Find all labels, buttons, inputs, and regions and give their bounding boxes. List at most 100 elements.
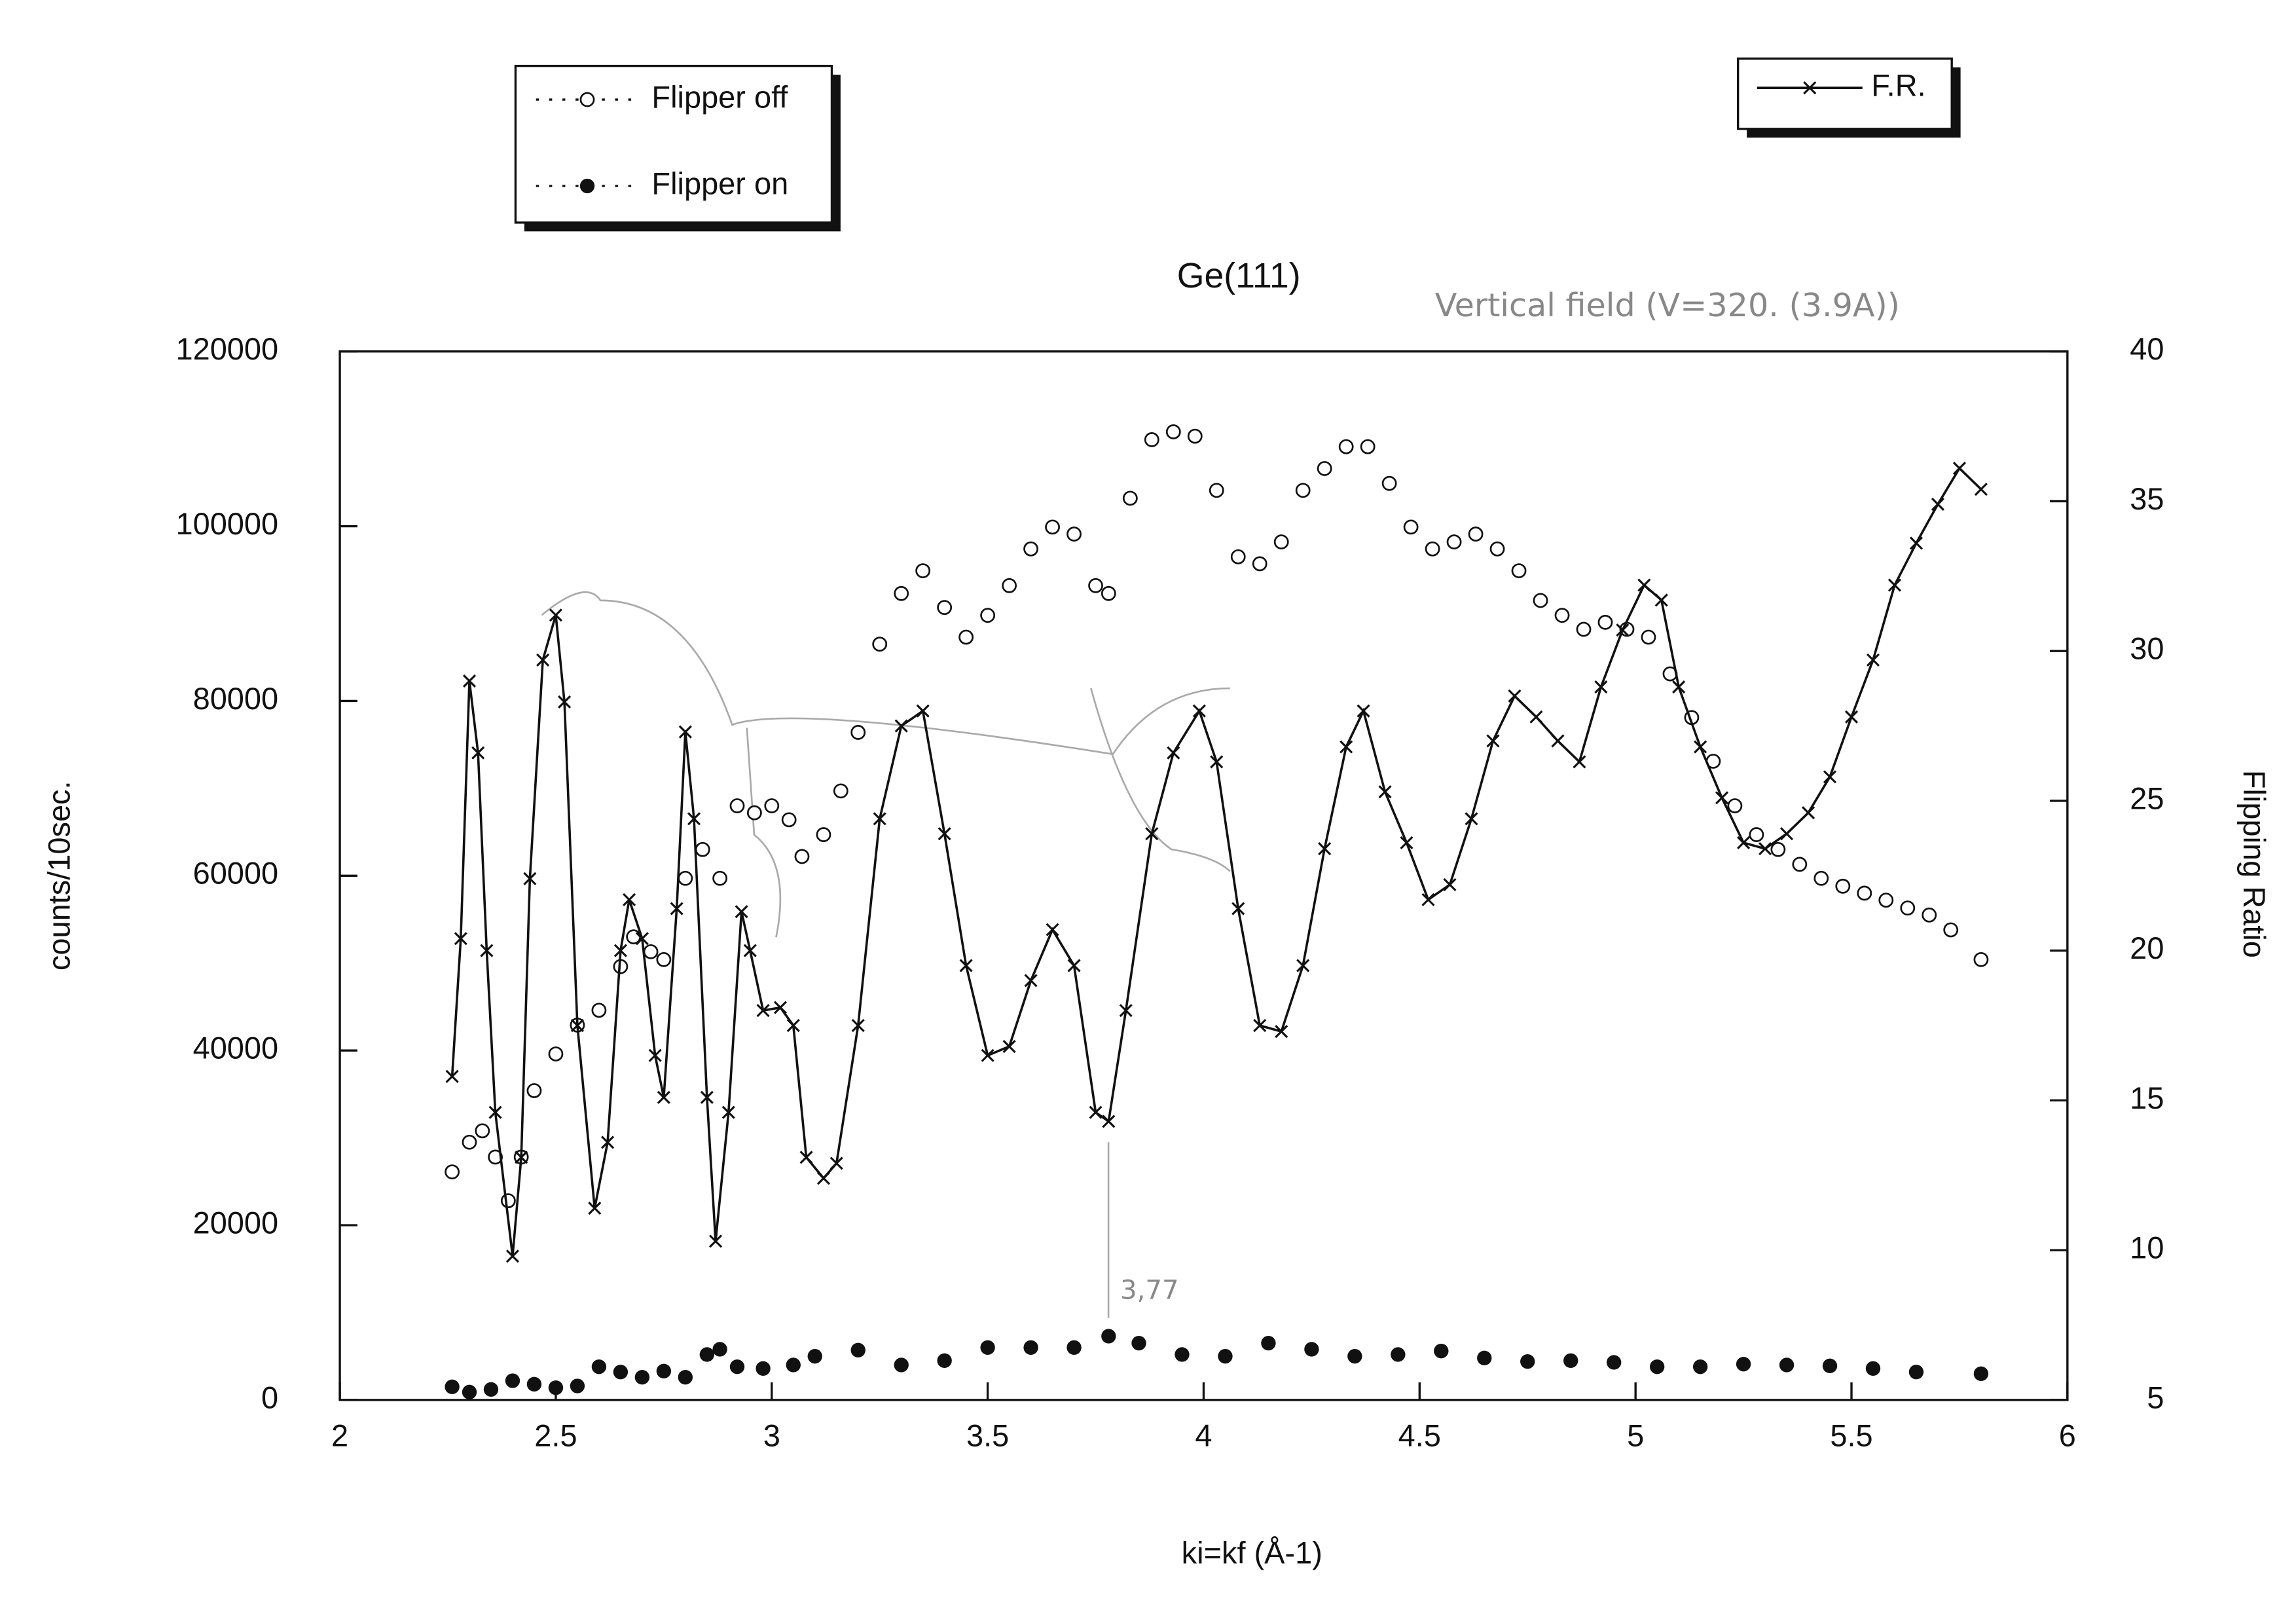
data-point	[1145, 827, 1159, 841]
data-point	[613, 944, 627, 957]
data-point	[1508, 689, 1522, 703]
data-point	[807, 1348, 822, 1364]
data-point	[1252, 556, 1267, 572]
data-point	[1973, 951, 1989, 967]
data-point	[850, 725, 866, 740]
data-point	[656, 1363, 672, 1379]
data-point	[1649, 1359, 1665, 1375]
data-point	[1736, 1356, 1751, 1372]
data-point	[1045, 519, 1060, 535]
data-point	[1253, 1018, 1267, 1033]
data-point	[1607, 1355, 1622, 1370]
data-point	[1261, 1335, 1276, 1351]
data-point	[454, 932, 467, 946]
data-point	[937, 600, 953, 616]
data-point	[873, 812, 886, 826]
data-point	[462, 1384, 477, 1400]
data-point	[1486, 734, 1500, 748]
data-point	[623, 893, 636, 906]
data-point	[786, 1357, 801, 1373]
data-point	[1597, 614, 1613, 630]
data-point	[483, 1382, 499, 1397]
data-point	[591, 1359, 607, 1375]
data-point	[1131, 1335, 1146, 1351]
data-point	[695, 841, 710, 857]
data-point	[729, 798, 745, 813]
data-point	[613, 1364, 629, 1380]
data-point	[1101, 1329, 1116, 1344]
data-point	[526, 1083, 542, 1098]
y2-axis-label: Flipping Ratio	[2237, 770, 2272, 958]
data-point	[1758, 842, 1772, 856]
data-point	[1446, 534, 1462, 549]
data-point	[1046, 923, 1059, 936]
data-point	[1304, 1342, 1319, 1357]
legend-label: F.R.	[1871, 68, 1925, 103]
x-tick-label: 4	[1195, 1418, 1212, 1452]
data-point	[833, 783, 848, 799]
data-point	[1974, 483, 1988, 496]
data-point	[1878, 893, 1894, 908]
data-point	[505, 1373, 520, 1388]
data-point	[558, 695, 572, 709]
data-point	[773, 1001, 788, 1014]
data-point	[721, 1105, 735, 1119]
y2-tick-label: 10	[2130, 1230, 2164, 1265]
legend-label: Flipper off	[651, 79, 788, 114]
data-point	[445, 1164, 460, 1180]
data-point	[1339, 740, 1353, 754]
data-point	[958, 629, 974, 645]
data-point	[894, 719, 908, 733]
data-point	[1295, 483, 1311, 498]
legend-label: Flipper on	[651, 166, 788, 200]
data-point	[678, 725, 692, 739]
data-point	[1943, 922, 1959, 938]
data-point	[1511, 563, 1527, 579]
data-point	[1101, 585, 1116, 601]
data-point	[570, 1378, 585, 1393]
data-point	[549, 608, 562, 622]
data-point	[488, 1105, 502, 1119]
data-point	[1520, 1354, 1535, 1369]
data-point	[1900, 900, 1916, 916]
data-point	[1792, 857, 1808, 872]
data-point	[1737, 836, 1751, 850]
data-point	[700, 1090, 714, 1104]
data-point	[523, 872, 537, 885]
data-point	[1088, 578, 1103, 593]
data-point	[634, 1369, 650, 1385]
legend-marker	[1803, 81, 1817, 95]
x-tick-label: 2	[331, 1418, 348, 1452]
data-point	[678, 1369, 693, 1385]
data-point	[781, 812, 797, 828]
data-point	[1857, 885, 1872, 901]
data-point	[1692, 1359, 1708, 1375]
chart-title: Ge(111)	[1177, 256, 1301, 295]
data-point	[1023, 541, 1039, 557]
data-point	[1378, 785, 1392, 799]
data-point	[1275, 1025, 1288, 1039]
data-point	[1835, 878, 1851, 894]
data-point	[1187, 428, 1203, 444]
data-point	[894, 1357, 909, 1373]
data-point	[938, 827, 951, 841]
data-point	[1122, 490, 1138, 506]
data-point	[1865, 1361, 1881, 1376]
data-point	[1887, 578, 1902, 592]
data-point	[1563, 1353, 1578, 1368]
data-point	[1317, 461, 1332, 476]
data-point	[1637, 578, 1651, 592]
data-point	[1381, 475, 1397, 491]
data-point	[488, 1149, 503, 1165]
series-line	[450, 466, 1982, 1257]
data-point	[1360, 439, 1376, 454]
data-point	[1749, 827, 1764, 842]
data-point	[656, 951, 672, 967]
x-tick-label: 4.5	[1398, 1418, 1441, 1452]
x-tick-label: 6	[2059, 1418, 2076, 1452]
data-point	[687, 812, 701, 826]
data-point	[1209, 483, 1224, 498]
data-point	[794, 849, 810, 864]
data-point	[1616, 623, 1630, 637]
data-point	[548, 1380, 564, 1395]
